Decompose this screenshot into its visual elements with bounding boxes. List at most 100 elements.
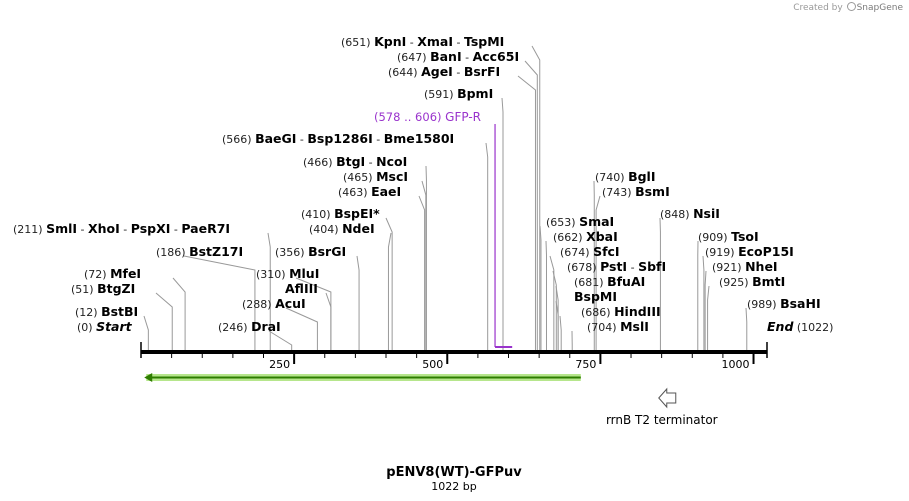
credit-brand: SnapGene: [856, 3, 903, 13]
site-label-mfei: (72) MfeI: [84, 266, 141, 281]
site-line-bstz17i: [183, 255, 256, 352]
site-label-psti-sbfi: (678) PstI - SbfI: [567, 259, 666, 274]
feature-arrow-head: [144, 373, 153, 382]
site-label-bmti: (925) BmtI: [719, 274, 785, 289]
credit: Created by SnapGene: [793, 2, 903, 13]
site-label-bsmi: (743) BsmI: [602, 184, 670, 199]
enzyme-name: BglI: [628, 169, 655, 184]
enzyme-name: AcuI: [275, 296, 306, 311]
site-label-eaei: (463) EaeI: [338, 184, 401, 199]
site-position: (686): [581, 306, 614, 319]
enzyme-name: BtgI: [336, 154, 365, 169]
site-label-xbai: (662) XbaI: [553, 229, 618, 244]
site-line-btgzi: [155, 292, 173, 352]
enzyme-name: BsaHI: [780, 296, 821, 311]
site-position: (356): [275, 246, 308, 259]
site-line-bpmi: [501, 97, 504, 352]
site-label-kpni-xmai-tspmi: (651) KpnI - XmaI - TspMI: [341, 34, 504, 49]
site-position: (246): [218, 321, 251, 334]
enzyme-name: BstZ17I: [189, 244, 243, 259]
enzyme-name: AflIII: [285, 281, 318, 296]
separator: -: [627, 261, 638, 274]
site-label-ecop15i: (919) EcoP15I: [705, 244, 794, 259]
site-label-baegi-bsp1286i-bme1580i: (566) BaeGI - Bsp1286I - Bme1580I: [222, 131, 454, 146]
enzyme-name: BsrGI: [308, 244, 346, 259]
site-position: (909): [698, 231, 731, 244]
separator: -: [296, 133, 307, 146]
site-label-drai: (246) DraI: [218, 319, 281, 334]
enzyme-name: TspMI: [464, 34, 504, 49]
site-label-end: End (1022): [767, 319, 833, 334]
enzyme-name: XhoI: [88, 221, 120, 236]
separator: -: [406, 36, 417, 49]
site-position: (743): [602, 186, 635, 199]
site-label-bsahi: (989) BsaHI: [747, 296, 821, 311]
sequence-ruler: 250 500 750 1000: [140, 342, 768, 371]
site-line-bstbi: [143, 315, 149, 352]
enzyme-name: SfcI: [593, 244, 620, 259]
enzyme-name: Start: [96, 319, 133, 334]
enzyme-name: SmaI: [579, 214, 614, 229]
site-position: (410): [301, 208, 334, 221]
enzyme-name: BspEI*: [334, 206, 380, 221]
enzyme-name: BaeGI: [255, 131, 296, 146]
enzyme-name: SmlI: [46, 221, 77, 236]
site-line-hindiii: [559, 315, 562, 352]
enzyme-name: MfeI: [110, 266, 141, 281]
site-position: (704): [587, 321, 620, 334]
site-line-psti-sbfi: [552, 270, 557, 352]
enzyme-name: NcoI: [376, 154, 407, 169]
site-label-bstz17i: (186) BstZ17I: [156, 244, 243, 259]
site-label-hindiii: (686) HindIII: [581, 304, 661, 319]
enzyme-labels: (0) Start(12) BstBI (51) BtgZI(72) MfeI (1…: [13, 34, 833, 334]
site-label-bfuai: (681) BfuAI: [574, 274, 645, 289]
site-label-bani-acc65i: (647) BanI - Acc65I: [397, 49, 519, 64]
enzyme-name: BfuAI: [607, 274, 645, 289]
site-position: (186): [156, 246, 189, 259]
site-position: (211): [13, 223, 46, 236]
enzyme-lines: [143, 45, 748, 352]
site-label-afliii: AflIII: [285, 281, 318, 296]
separator: -: [170, 223, 181, 236]
site-line-bspei: [385, 217, 393, 352]
site-label-msli: (704) MslI: [587, 319, 649, 334]
site-label-bspmi: BspMI: [574, 289, 617, 304]
site-position: (989): [747, 298, 780, 311]
site-label-mlui: (310) MluI: [256, 266, 319, 281]
site-label-tsoi: (909) TsoI: [698, 229, 759, 244]
enzyme-name: TsoI: [731, 229, 759, 244]
site-position: (919): [705, 246, 738, 259]
site-line-drai: [268, 330, 293, 352]
map-length: 1022 bp: [431, 480, 476, 493]
site-position: (653): [546, 216, 579, 229]
site-position: (674): [560, 246, 593, 259]
site-label-bsrgi: (356) BsrGI: [275, 244, 346, 259]
site-position: (288): [242, 298, 275, 311]
site-position: (678): [567, 261, 600, 274]
site-position: (12): [75, 306, 101, 319]
enzyme-name: HindIII: [614, 304, 661, 319]
site-line-bsrgi: [356, 255, 360, 352]
site-label-bspei: (410) BspEI*: [301, 206, 380, 221]
site-line-nhei: [704, 270, 707, 352]
site-line-bani-acc65i: [524, 60, 538, 352]
separator: -: [373, 133, 384, 146]
enzyme-name: NsiI: [693, 206, 720, 221]
enzyme-name: BstBI: [101, 304, 138, 319]
enzyme-name: End: [767, 319, 794, 334]
site-line-bsahi: [745, 307, 748, 352]
site-line-smli-xhoi-pspxi-paer7i: [267, 232, 271, 352]
site-label-smli-xhoi-pspxi-paer7i: (211) SmlI - XhoI - PspXI - PaeR7I: [13, 221, 230, 236]
site-position: (848): [660, 208, 693, 221]
enzyme-name: BanI: [430, 49, 462, 64]
site-line-mfei: [172, 277, 186, 352]
site-label-sfci: (674) SfcI: [560, 244, 620, 259]
enzyme-name: Acc65I: [473, 49, 520, 64]
site-line-afliii: [325, 292, 332, 352]
separator: -: [365, 156, 376, 169]
enzyme-name: BsrFI: [464, 64, 500, 79]
enzyme-name: PaeR7I: [181, 221, 230, 236]
enzyme-name: DraI: [251, 319, 281, 334]
enzyme-name: XmaI: [417, 34, 453, 49]
